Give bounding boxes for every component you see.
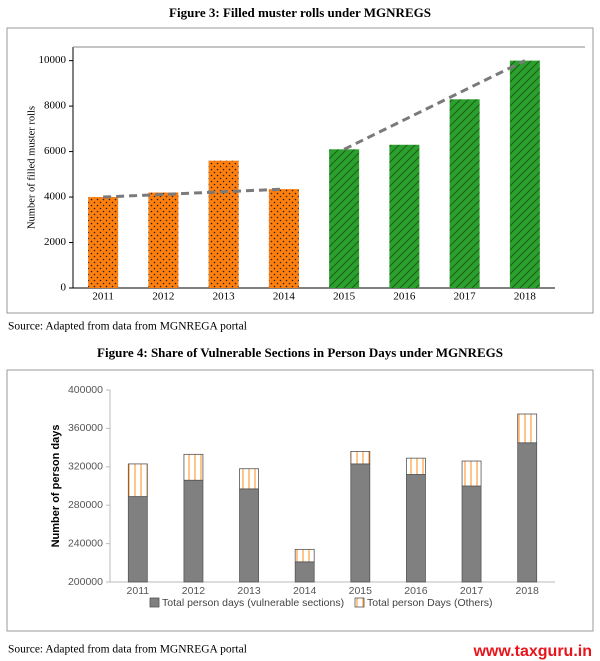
bar-segment xyxy=(239,468,259,490)
legend-label: Total person Days (Others) xyxy=(367,597,492,609)
bar-segment xyxy=(406,474,426,583)
bar-segment xyxy=(461,460,482,487)
bar-segment xyxy=(517,413,538,444)
x-tick-label: 2015 xyxy=(349,585,373,597)
bar xyxy=(449,99,480,288)
bar-segment xyxy=(294,548,315,563)
x-tick-label: 2018 xyxy=(516,585,540,597)
y-tick-label: 240000 xyxy=(68,537,103,549)
bar-segment xyxy=(461,485,482,583)
y-tick-label: 4000 xyxy=(44,191,67,203)
y-tick-label: 360000 xyxy=(68,422,103,434)
chart-frame xyxy=(6,369,594,632)
trend-line xyxy=(343,59,526,151)
bar-segment xyxy=(239,488,259,583)
x-tick-label: 2015 xyxy=(333,291,356,303)
bar-segment xyxy=(406,457,426,475)
x-tick-label: 2014 xyxy=(273,291,296,303)
bar xyxy=(268,189,299,288)
legend-swatch xyxy=(354,597,365,608)
x-tick-label: 2013 xyxy=(237,585,261,597)
bar xyxy=(208,160,239,288)
y-tick-label: 0 xyxy=(61,282,67,294)
bar xyxy=(329,149,360,288)
y-tick-label: 280000 xyxy=(68,499,103,511)
watermark: www.taxguru.in xyxy=(472,643,592,660)
legend-label: Total person days (vulnerable sections) xyxy=(162,597,344,609)
x-tick-label: 2017 xyxy=(460,585,484,597)
bar xyxy=(389,144,420,288)
x-tick-label: 2016 xyxy=(404,585,428,597)
x-tick-label: 2013 xyxy=(213,291,236,303)
bar-segment xyxy=(350,463,371,583)
y-tick-label: 10000 xyxy=(39,54,67,66)
x-tick-label: 2018 xyxy=(514,291,537,303)
bar-segment xyxy=(294,561,315,583)
y-tick-label: 200000 xyxy=(68,576,103,588)
x-tick-label: 2012 xyxy=(152,291,174,303)
y-tick-label: 2000 xyxy=(44,236,67,248)
bar xyxy=(148,192,179,288)
bar-segment xyxy=(517,442,538,583)
x-tick-label: 2017 xyxy=(454,291,477,303)
x-tick-label: 2011 xyxy=(92,291,114,303)
bar xyxy=(509,60,540,288)
bar xyxy=(88,197,119,288)
x-tick-label: 2011 xyxy=(127,585,150,597)
y-tick-label: 6000 xyxy=(44,145,67,157)
source-note: Source: Adapted from data from MGNREGA p… xyxy=(8,644,247,656)
y-tick-label: 8000 xyxy=(44,100,67,112)
chart-frame xyxy=(6,27,594,314)
legend-swatch xyxy=(149,597,160,608)
trend-line xyxy=(103,187,284,199)
bar-segment xyxy=(183,479,204,583)
chart-title: Figure 4: Share of Vulnerable Sections i… xyxy=(97,345,503,360)
bar-segment xyxy=(127,496,148,583)
y-axis-label: Number of filled muster rolls xyxy=(26,106,37,229)
bar-segment xyxy=(127,463,148,497)
bar-segment xyxy=(350,451,371,465)
x-tick-label: 2016 xyxy=(393,291,416,303)
bar-segment xyxy=(183,453,204,481)
chart-title: Figure 3: Filled muster rolls under MGNR… xyxy=(169,5,431,20)
y-tick-label: 400000 xyxy=(68,384,103,396)
x-tick-label: 2014 xyxy=(293,585,317,597)
x-tick-label: 2012 xyxy=(182,585,206,597)
y-tick-label: 320000 xyxy=(68,461,103,473)
source-note: Source: Adapted from data from MGNREGA p… xyxy=(8,321,247,333)
y-axis-label: Number of person days xyxy=(50,425,62,548)
